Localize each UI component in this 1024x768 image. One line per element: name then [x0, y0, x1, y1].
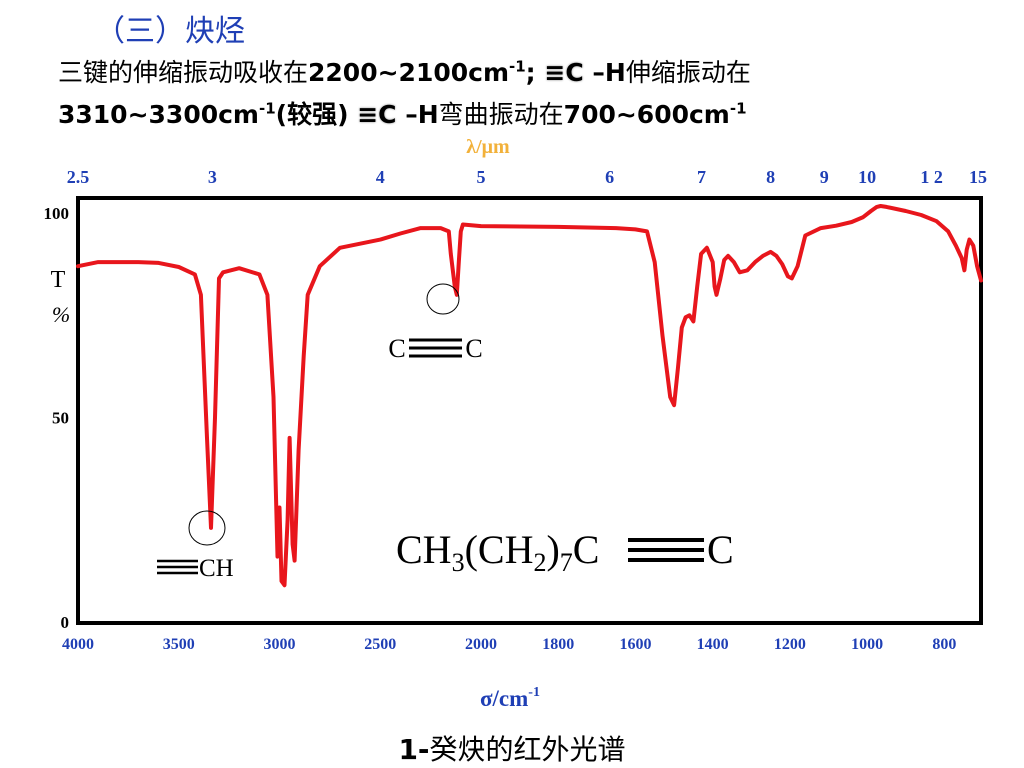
- wavelength-tick-5: 5: [477, 167, 486, 187]
- figure-caption: 1-癸炔的红外光谱: [0, 728, 1024, 768]
- wavenumber-tick-1000: 1000: [851, 636, 883, 653]
- caption-number: 1-: [398, 733, 430, 766]
- cc-peak-circle: [426, 283, 460, 315]
- ch-label: CH: [199, 555, 234, 582]
- y-axis-label-t: T: [51, 267, 66, 293]
- wavenumber-tick-1800: 1800: [542, 636, 574, 653]
- wavenumber-tick-3500: 3500: [163, 636, 195, 653]
- line1-triple-bond-c: ≡C: [544, 58, 584, 87]
- cc-label-right: C: [465, 334, 482, 363]
- section-heading: （三）炔烃: [95, 14, 245, 49]
- line2-triple-bond-c: ≡C: [357, 100, 397, 129]
- line2-text: 弯曲振动在: [438, 100, 564, 129]
- wavelength-tick-9: 9: [820, 167, 829, 187]
- line1-text-2: 伸缩振动在: [625, 58, 751, 87]
- wavelength-tick-labels: 2.5 3 4 5 6 7 8 9 10 1 2 15: [67, 167, 987, 187]
- line2-strong-note: (较强): [275, 100, 358, 129]
- wavelength-tick-4: 4: [376, 167, 385, 187]
- wavenumber-axis-label: σ/cm-1: [480, 685, 540, 711]
- wavelength-tick-6: 6: [605, 167, 614, 187]
- y-axis-label-percent: %: [52, 302, 70, 327]
- wavelength-axis-label: λ/μm: [466, 136, 510, 158]
- ch-peak-circle: [188, 510, 226, 546]
- wavenumber-tick-labels: 4000 3500 3000 2500 2000 1800 1600 1400 1200 1000…: [62, 636, 956, 653]
- wavenumber-tick-1600: 1600: [619, 636, 651, 653]
- spectrum-curve: [76, 204, 983, 588]
- ch-triple-bond: [157, 559, 198, 575]
- wavelength-tick-15: 15: [969, 167, 987, 187]
- molecule-formula: CH3(CH2)7C: [396, 527, 599, 577]
- cc-label-left: C: [388, 334, 405, 363]
- wavelength-tick-12: 1 2: [920, 167, 943, 187]
- plot-frame: [76, 196, 983, 625]
- line2-range-1: 3310~3300cm: [58, 100, 259, 129]
- wavelength-tick-8: 8: [766, 167, 775, 187]
- description-line-1: 三键的伸缩振动吸收在2200~2100cm-1; ≡C –H伸缩振动在: [58, 56, 1008, 90]
- formula-terminal-c: C: [707, 527, 734, 572]
- line2-h: –H: [396, 100, 439, 129]
- transmittance-tick-50: 50: [52, 409, 69, 428]
- wavenumber-tick-1200: 1200: [774, 636, 806, 653]
- formula-triple-bond: [628, 538, 704, 562]
- wavelength-tick-3: 3: [208, 167, 217, 187]
- line1-range: 2200~2100cm: [308, 58, 509, 87]
- line1-h: –H: [583, 58, 626, 87]
- line2-unit-sup-1: -1: [258, 99, 276, 118]
- wavenumber-tick-1400: 1400: [697, 636, 729, 653]
- transmittance-tick-0: 0: [61, 613, 70, 632]
- line1-text-1: 三键的伸缩振动吸收在: [58, 58, 309, 87]
- description-line-2: 3310~3300cm-1(较强) ≡C –H弯曲振动在700~600cm-1: [58, 98, 1008, 132]
- wavelength-tick-7: 7: [697, 167, 706, 187]
- peak-annotations: C C CH CH3(CH2)7C C: [157, 283, 734, 582]
- transmittance-tick-100: 100: [44, 204, 70, 223]
- wavenumber-tick-800: 800: [932, 636, 956, 653]
- wavelength-tick-2.5: 2.5: [67, 167, 90, 187]
- transmittance-tick-labels: 100 50 0: [44, 204, 70, 632]
- wavenumber-tick-2500: 2500: [364, 636, 396, 653]
- line1-semicolon: ;: [525, 58, 545, 87]
- wavenumber-tick-3000: 3000: [264, 636, 296, 653]
- wavenumber-tick-4000: 4000: [62, 636, 94, 653]
- line2-unit-sup-2: -1: [729, 99, 747, 118]
- caption-text: 癸炔的红外光谱: [429, 733, 626, 766]
- cc-triple-bond: [409, 338, 462, 358]
- line1-unit-sup: -1: [509, 57, 526, 76]
- wavelength-tick-10: 10: [858, 167, 876, 187]
- line2-range-2: 700~600cm: [563, 100, 730, 129]
- wavenumber-tick-2000: 2000: [465, 636, 497, 653]
